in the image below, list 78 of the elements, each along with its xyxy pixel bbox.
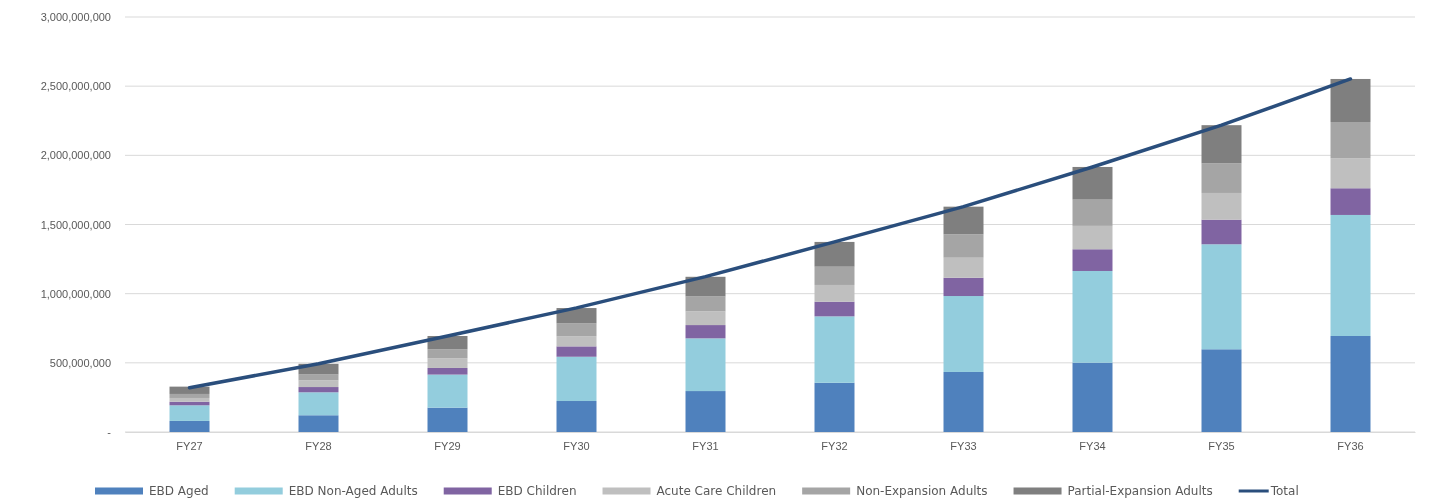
bar bbox=[556, 401, 597, 432]
bar bbox=[814, 316, 855, 383]
y-tick-label: 3,000,000,000 bbox=[40, 11, 111, 24]
bar bbox=[427, 349, 468, 359]
legend-label: Acute Care Children bbox=[656, 484, 777, 498]
bar bbox=[1330, 78, 1371, 122]
x-tick-label: FY35 bbox=[1208, 439, 1235, 452]
bar bbox=[427, 407, 468, 432]
legend-label: Non-Expansion Adults bbox=[856, 484, 988, 498]
bar bbox=[814, 241, 855, 267]
bar bbox=[1330, 158, 1371, 189]
bar bbox=[1330, 336, 1371, 432]
bar bbox=[814, 301, 855, 317]
bar bbox=[169, 393, 210, 398]
bar bbox=[685, 391, 726, 432]
bar bbox=[556, 323, 597, 337]
bar bbox=[298, 387, 339, 393]
bar bbox=[298, 380, 339, 388]
x-tick-label: FY30 bbox=[563, 439, 590, 452]
bar bbox=[685, 325, 726, 339]
bar bbox=[1072, 249, 1113, 271]
x-tick-label: FY32 bbox=[821, 439, 848, 452]
legend-label: Total bbox=[1269, 484, 1299, 498]
bar bbox=[943, 257, 984, 278]
bar bbox=[685, 311, 726, 326]
x-tick-label: FY29 bbox=[434, 439, 461, 452]
legend-label: Partial-Expansion Adults bbox=[1067, 484, 1213, 498]
x-tick-label: FY33 bbox=[950, 439, 977, 452]
legend-label: EBD Aged bbox=[149, 484, 209, 498]
x-tick-label: FY28 bbox=[305, 439, 332, 452]
bar bbox=[814, 382, 855, 432]
bar bbox=[814, 284, 855, 302]
bar bbox=[298, 374, 339, 381]
bar bbox=[1201, 349, 1242, 432]
y-tick-label: 500,000,000 bbox=[49, 356, 111, 369]
bar bbox=[1072, 199, 1113, 226]
legend-label: EBD Non-Aged Adults bbox=[288, 484, 418, 498]
bar bbox=[943, 234, 984, 258]
bar bbox=[1330, 188, 1371, 215]
bar bbox=[943, 277, 984, 297]
bar bbox=[1330, 214, 1371, 336]
bar bbox=[1330, 122, 1371, 159]
bar bbox=[298, 415, 339, 432]
bar bbox=[556, 336, 597, 347]
bar bbox=[1201, 163, 1242, 193]
bar bbox=[1072, 166, 1113, 200]
bar bbox=[169, 397, 210, 402]
y-tick-label: 2,500,000,000 bbox=[40, 80, 111, 93]
bar bbox=[943, 296, 984, 372]
bar bbox=[1201, 192, 1242, 220]
bar bbox=[427, 374, 468, 408]
bar bbox=[1201, 244, 1242, 350]
y-tick-label: - bbox=[107, 426, 112, 439]
x-tick-label: FY36 bbox=[1337, 439, 1364, 452]
bar bbox=[169, 420, 210, 432]
bar bbox=[427, 358, 468, 368]
bar bbox=[298, 392, 339, 416]
bar bbox=[556, 356, 597, 402]
x-tick-label: FY27 bbox=[176, 439, 203, 452]
bar bbox=[814, 266, 855, 285]
legend-label: EBD Children bbox=[497, 484, 577, 498]
bar bbox=[1072, 362, 1113, 432]
line-series bbox=[187, 77, 1353, 390]
bar bbox=[1072, 270, 1113, 363]
y-tick-label: 1,500,000,000 bbox=[40, 218, 111, 231]
bar bbox=[685, 296, 726, 312]
bar bbox=[685, 338, 726, 392]
y-tick-label: 1,000,000,000 bbox=[40, 287, 111, 300]
x-tick-label: FY31 bbox=[692, 439, 719, 452]
bar bbox=[1201, 125, 1242, 164]
bar bbox=[556, 346, 597, 357]
bar bbox=[169, 405, 210, 421]
bar bbox=[1201, 219, 1242, 245]
x-tick-label: FY34 bbox=[1079, 439, 1106, 452]
bar bbox=[943, 371, 984, 432]
bar bbox=[427, 367, 468, 375]
y-tick-label: 2,000,000,000 bbox=[40, 149, 111, 162]
bar bbox=[1072, 225, 1113, 250]
